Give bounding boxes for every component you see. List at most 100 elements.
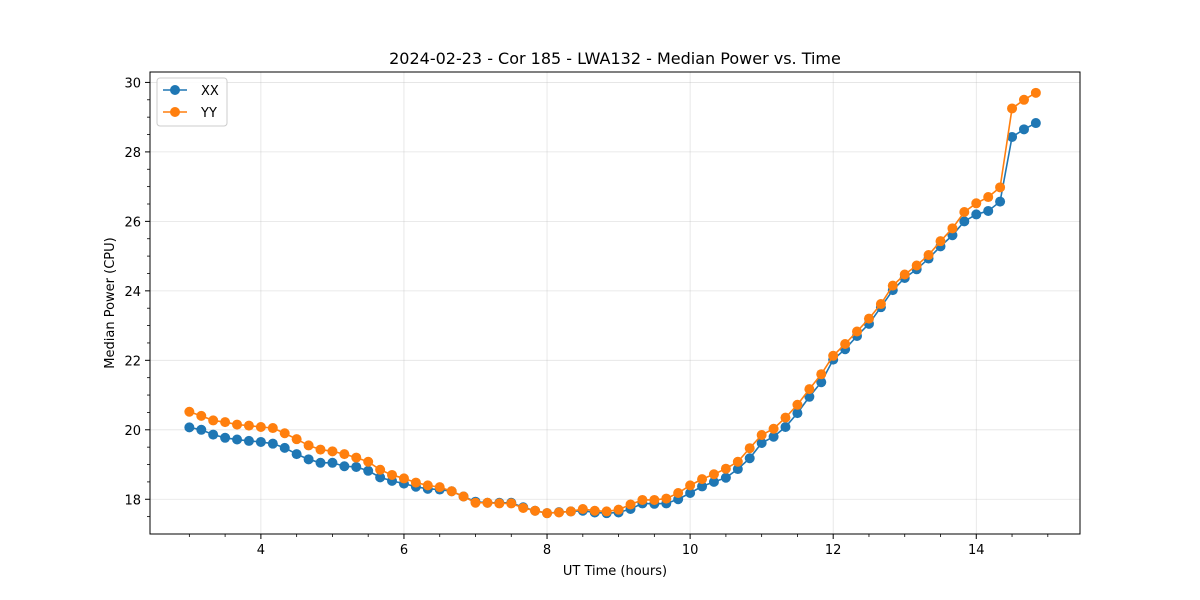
legend-marker-xx [170, 85, 180, 95]
data-point-yy [828, 350, 839, 361]
data-point-yy [816, 369, 827, 380]
data-point-yy [840, 338, 851, 349]
data-point-yy [553, 507, 564, 518]
data-point-yy [863, 313, 874, 324]
data-point-xx [196, 424, 207, 435]
y-tick-label: 18 [124, 493, 141, 508]
data-point-yy [744, 443, 755, 454]
data-point-yy [995, 182, 1006, 193]
data-point-yy [613, 504, 624, 515]
data-point-yy [756, 430, 767, 440]
data-point-yy [947, 223, 958, 234]
data-point-xx [959, 216, 970, 227]
data-point-yy [935, 236, 946, 247]
y-tick-label: 28 [124, 146, 141, 161]
y-axis-label: Median Power (CPU) [103, 237, 118, 368]
y-tick-label: 24 [124, 285, 141, 300]
data-point-xx [697, 481, 708, 492]
data-point-yy [637, 494, 648, 505]
data-point-xx [971, 209, 982, 220]
data-point-xx [232, 434, 243, 445]
data-point-xx [267, 438, 278, 449]
data-point-xx [1018, 124, 1029, 135]
data-point-yy [1030, 87, 1041, 98]
data-point-yy [530, 505, 541, 516]
x-axis-label: UT Time (hours) [563, 564, 667, 579]
data-point-xx [220, 432, 231, 443]
data-point-xx [208, 429, 219, 440]
data-point-yy [220, 417, 231, 428]
chart-title: 2024-02-23 - Cor 185 - LWA132 - Median P… [389, 49, 841, 68]
x-tick-label: 6 [400, 543, 408, 558]
data-point-yy [339, 449, 350, 460]
data-point-yy [482, 497, 493, 508]
data-point-yy [768, 423, 779, 434]
data-point-xx [983, 205, 994, 216]
data-point-yy [506, 498, 517, 509]
data-point-xx [708, 476, 719, 487]
data-point-xx [792, 408, 803, 419]
x-tick-label: 8 [543, 543, 551, 558]
series-yy [184, 87, 1041, 519]
data-point-xx [363, 465, 374, 476]
data-point-yy [899, 269, 910, 280]
y-tick-label: 20 [124, 424, 141, 439]
data-point-yy [375, 464, 386, 475]
data-point-yy [923, 250, 934, 261]
data-point-yy [434, 482, 445, 493]
data-point-yy [589, 505, 600, 516]
data-point-xx [720, 472, 731, 483]
data-point-yy [351, 452, 362, 463]
data-point-xx [756, 437, 767, 448]
series-layer [184, 87, 1041, 519]
data-point-yy [542, 508, 553, 519]
data-point-yy [422, 480, 433, 491]
data-point-xx [947, 230, 958, 241]
data-point-yy [649, 494, 660, 505]
data-point-yy [243, 420, 254, 431]
x-tick-label: 12 [825, 543, 842, 558]
data-point-yy [697, 474, 708, 485]
data-point-yy [959, 206, 970, 217]
grid [150, 72, 1080, 534]
data-point-xx [744, 453, 755, 464]
data-point-xx [279, 442, 290, 453]
data-point-xx [303, 454, 314, 465]
data-point-yy [184, 406, 195, 417]
data-point-yy [458, 491, 469, 502]
data-point-yy [685, 480, 696, 491]
data-point-yy [327, 446, 338, 457]
data-point-yy [804, 384, 815, 395]
data-point-yy [625, 499, 636, 510]
data-point-yy [303, 440, 314, 451]
data-point-xx [255, 436, 266, 447]
data-point-yy [780, 412, 791, 423]
data-point-yy [792, 399, 803, 410]
legend-entry-xx: XX [163, 84, 219, 99]
data-point-yy [732, 456, 743, 467]
data-point-yy [196, 410, 207, 421]
data-point-yy [887, 280, 898, 291]
data-point-yy [601, 506, 612, 517]
data-point-xx [804, 391, 815, 402]
data-point-xx [995, 196, 1006, 207]
data-point-yy [911, 260, 922, 271]
data-point-xx [315, 457, 326, 468]
data-point-yy [708, 469, 719, 480]
data-point-yy [1018, 94, 1029, 105]
legend: XX YY [156, 77, 228, 127]
data-point-yy [470, 497, 481, 508]
data-point-xx [184, 422, 195, 433]
data-point-yy [518, 502, 529, 513]
x-tick-label: 10 [682, 543, 699, 558]
data-point-yy [673, 488, 684, 499]
data-point-xx [780, 422, 791, 433]
data-point-xx [1007, 131, 1018, 142]
data-point-yy [387, 469, 398, 480]
data-point-yy [875, 299, 886, 310]
data-point-yy [971, 198, 982, 209]
legend-entry-yy: YY [163, 106, 217, 121]
data-point-yy [232, 419, 243, 430]
data-point-yy [577, 503, 588, 514]
